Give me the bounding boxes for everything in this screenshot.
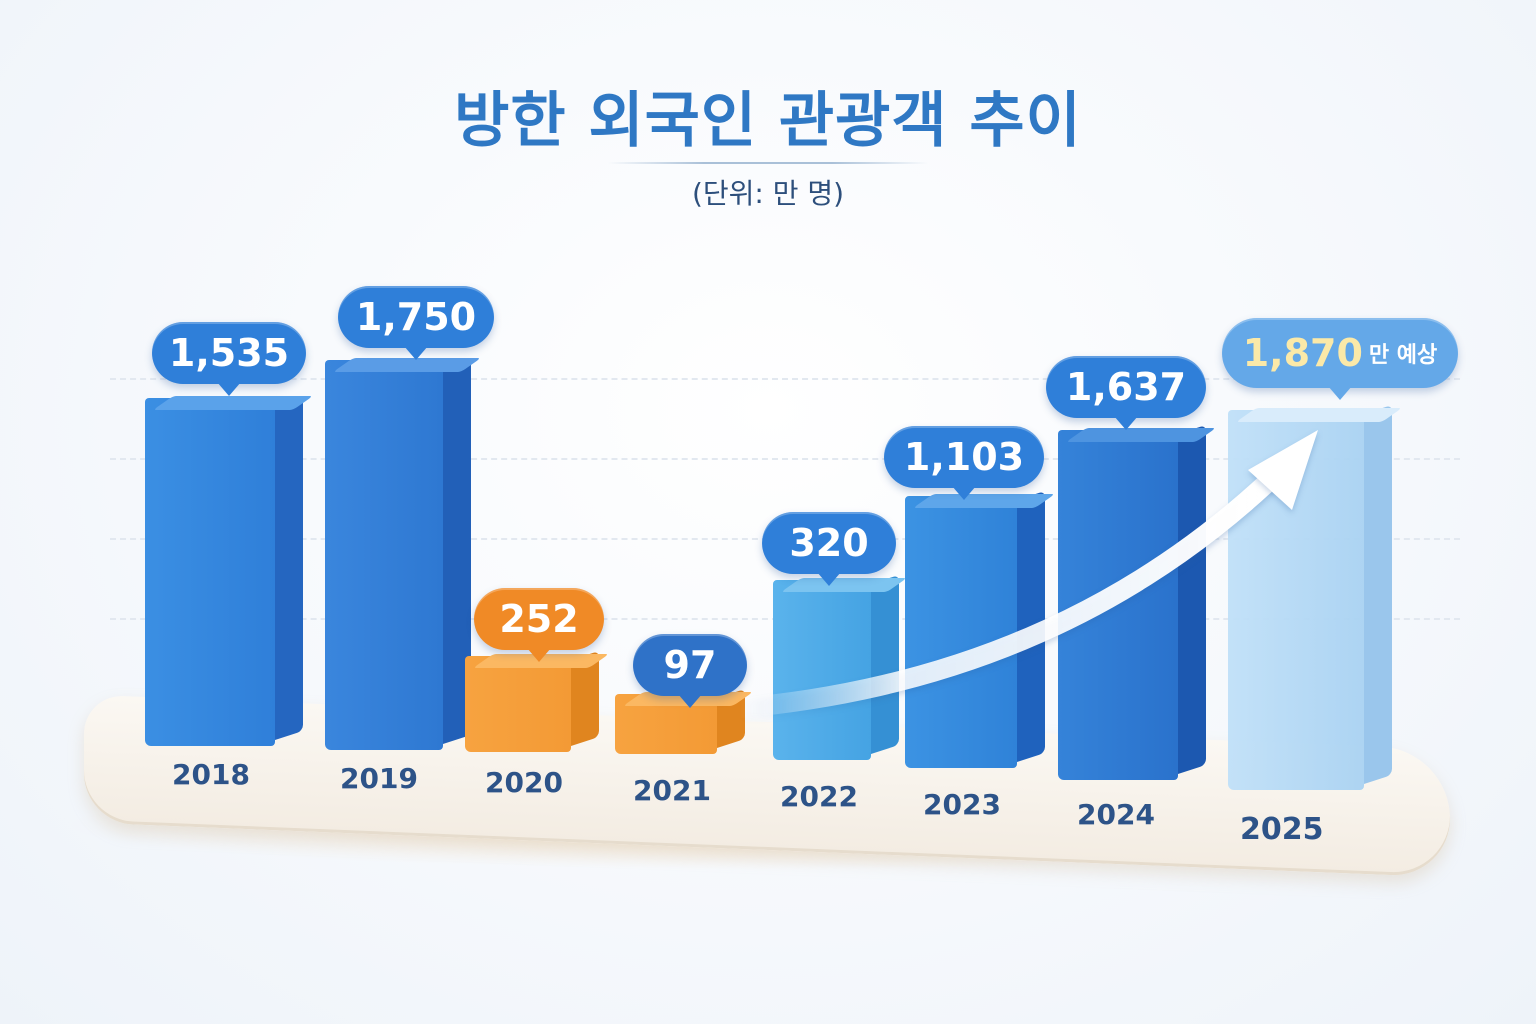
bar-2022 — [773, 574, 907, 760]
bar-2019 — [325, 356, 481, 750]
value-label-2019: 1,750 — [338, 286, 494, 360]
bar-2020 — [465, 650, 609, 752]
x-label-2019: 2019 — [340, 762, 418, 795]
value-label-2025-projected: 1,870 만 예상 — [1222, 318, 1458, 400]
value-text: 320 — [789, 521, 869, 565]
bar-2018 — [145, 394, 313, 746]
value-label-2024: 1,637 — [1046, 356, 1206, 430]
value-text: 1,637 — [1065, 365, 1187, 409]
x-label-2022: 2022 — [780, 780, 858, 813]
bar-2023 — [905, 490, 1055, 768]
value-text: 1,750 — [355, 295, 477, 339]
value-label-2023: 1,103 — [884, 426, 1044, 500]
chart-unit-subtitle: (단위: 만 명) — [691, 177, 845, 210]
title-divider — [608, 162, 928, 164]
value-label-2018: 1,535 — [152, 322, 306, 396]
value-text: 97 — [663, 643, 717, 687]
value-label-2020: 252 — [474, 588, 604, 662]
value-text: 1,103 — [903, 435, 1025, 479]
x-label-2024: 2024 — [1077, 798, 1155, 831]
x-label-2021: 2021 — [633, 774, 711, 807]
gridline — [110, 458, 1460, 460]
x-label-2023: 2023 — [923, 788, 1001, 821]
value-text: 1,535 — [168, 331, 290, 375]
x-label-2020: 2020 — [485, 766, 563, 799]
value-text: 1,870 — [1242, 331, 1363, 375]
x-label-2018: 2018 — [172, 758, 250, 791]
projection-suffix: 만 예상 — [1368, 343, 1438, 368]
value-text: 252 — [499, 597, 579, 641]
value-label-2022: 320 — [762, 512, 896, 586]
chart-title: 방한 외국인 관광객 추이 — [454, 86, 1082, 156]
gridline — [110, 378, 1460, 380]
x-label-2025: 2025 — [1240, 812, 1324, 847]
value-label-2021: 97 — [633, 634, 747, 708]
